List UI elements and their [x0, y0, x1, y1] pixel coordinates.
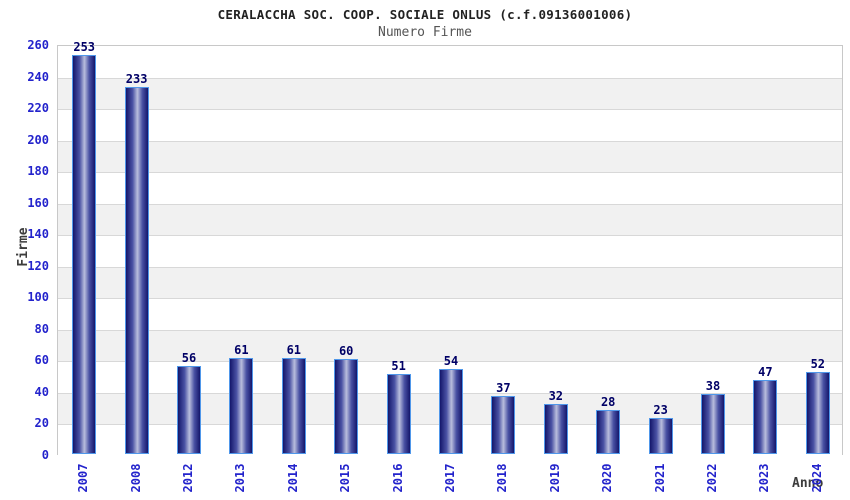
- bar: [805, 372, 830, 454]
- gridline-band: [58, 235, 842, 267]
- bar-value-label: 60: [338, 344, 354, 359]
- y-tick-label: 160: [27, 195, 49, 210]
- bar: [281, 357, 306, 454]
- gridline-band: [58, 172, 842, 204]
- bar-value-label: 51: [391, 358, 406, 373]
- bar-value-label: 52: [810, 357, 826, 371]
- y-tick-label: 0: [41, 448, 49, 462]
- bar-value-label: 253: [73, 40, 96, 55]
- x-tick-label: 2012: [181, 463, 195, 493]
- gridline-band: [58, 109, 842, 141]
- bar: [177, 365, 201, 454]
- bar: [439, 368, 463, 454]
- y-tick-label: 100: [27, 290, 49, 305]
- bar-value-label: 233: [125, 71, 148, 86]
- y-tick-label: 240: [27, 69, 49, 84]
- x-tick-label: 2013: [233, 463, 248, 493]
- y-tick-label: 180: [27, 164, 49, 179]
- bar-value-label: 56: [181, 350, 197, 365]
- y-tick-label: 20: [34, 416, 49, 431]
- bar-value-label: 61: [286, 342, 302, 357]
- y-tick-label: 200: [27, 132, 49, 147]
- x-tick-label: 2014: [285, 463, 300, 493]
- gridline-band: [58, 77, 842, 110]
- bar: [124, 86, 149, 454]
- x-tick-label: 2018: [495, 463, 510, 493]
- bar-value-label: 61: [234, 342, 249, 357]
- y-tick-label: 220: [27, 101, 49, 116]
- bar: [543, 403, 568, 454]
- y-tick-label: 60: [34, 353, 49, 368]
- x-tick-label: 2022: [705, 463, 719, 493]
- bar-value-label: 32: [548, 388, 564, 403]
- x-tick-label: 2016: [390, 463, 405, 493]
- gridline-band: [58, 140, 842, 173]
- x-tick-label: 2019: [547, 463, 562, 493]
- bar: [596, 409, 621, 454]
- x-tick-label: 2015: [338, 463, 353, 493]
- x-tick-label: 2023: [757, 463, 772, 493]
- bar-value-label: 54: [443, 353, 459, 368]
- chart-title: CERALACCHA SOC. COOP. SOCIALE ONLUS (c.f…: [217, 7, 633, 22]
- gridline-band: [58, 203, 842, 236]
- y-tick-label: 120: [27, 258, 49, 273]
- x-tick-label: 2024: [809, 463, 824, 493]
- bar-value-label: 28: [600, 394, 616, 409]
- y-tick-label: 140: [27, 227, 49, 242]
- x-tick-label: 2020: [600, 463, 615, 493]
- gridline-band: [58, 298, 842, 330]
- bar-value-label: 37: [496, 380, 511, 395]
- y-tick-label: 40: [34, 384, 49, 399]
- gridline-band: [58, 46, 842, 78]
- plot-area: 253 233 56 61 61 60 51 54 37 32 28 23 38 47 52: [57, 40, 843, 456]
- x-axis-title: Anno: [792, 476, 824, 491]
- y-tick-label: 80: [34, 321, 49, 336]
- bar: [72, 55, 97, 454]
- bar: [229, 357, 254, 454]
- y-tick-label: 260: [27, 38, 49, 52]
- x-tick-label: 2017: [443, 463, 457, 493]
- x-tick-label: 2021: [652, 463, 667, 493]
- x-tick-label: 2007: [76, 463, 91, 493]
- bar: [386, 373, 411, 454]
- bar-value-label: 23: [653, 402, 668, 417]
- bar: [648, 417, 673, 454]
- bar-value-label: 38: [705, 379, 721, 394]
- bar-value-label: 47: [758, 364, 773, 379]
- gridline-band: [58, 329, 842, 362]
- gridline-band: [58, 266, 842, 299]
- bar: [753, 379, 778, 454]
- bar: [701, 394, 725, 454]
- chart-subtitle: Numero Firme: [378, 25, 472, 40]
- bar: [491, 395, 516, 454]
- x-tick-label: 2008: [128, 463, 143, 493]
- bar: [334, 359, 359, 454]
